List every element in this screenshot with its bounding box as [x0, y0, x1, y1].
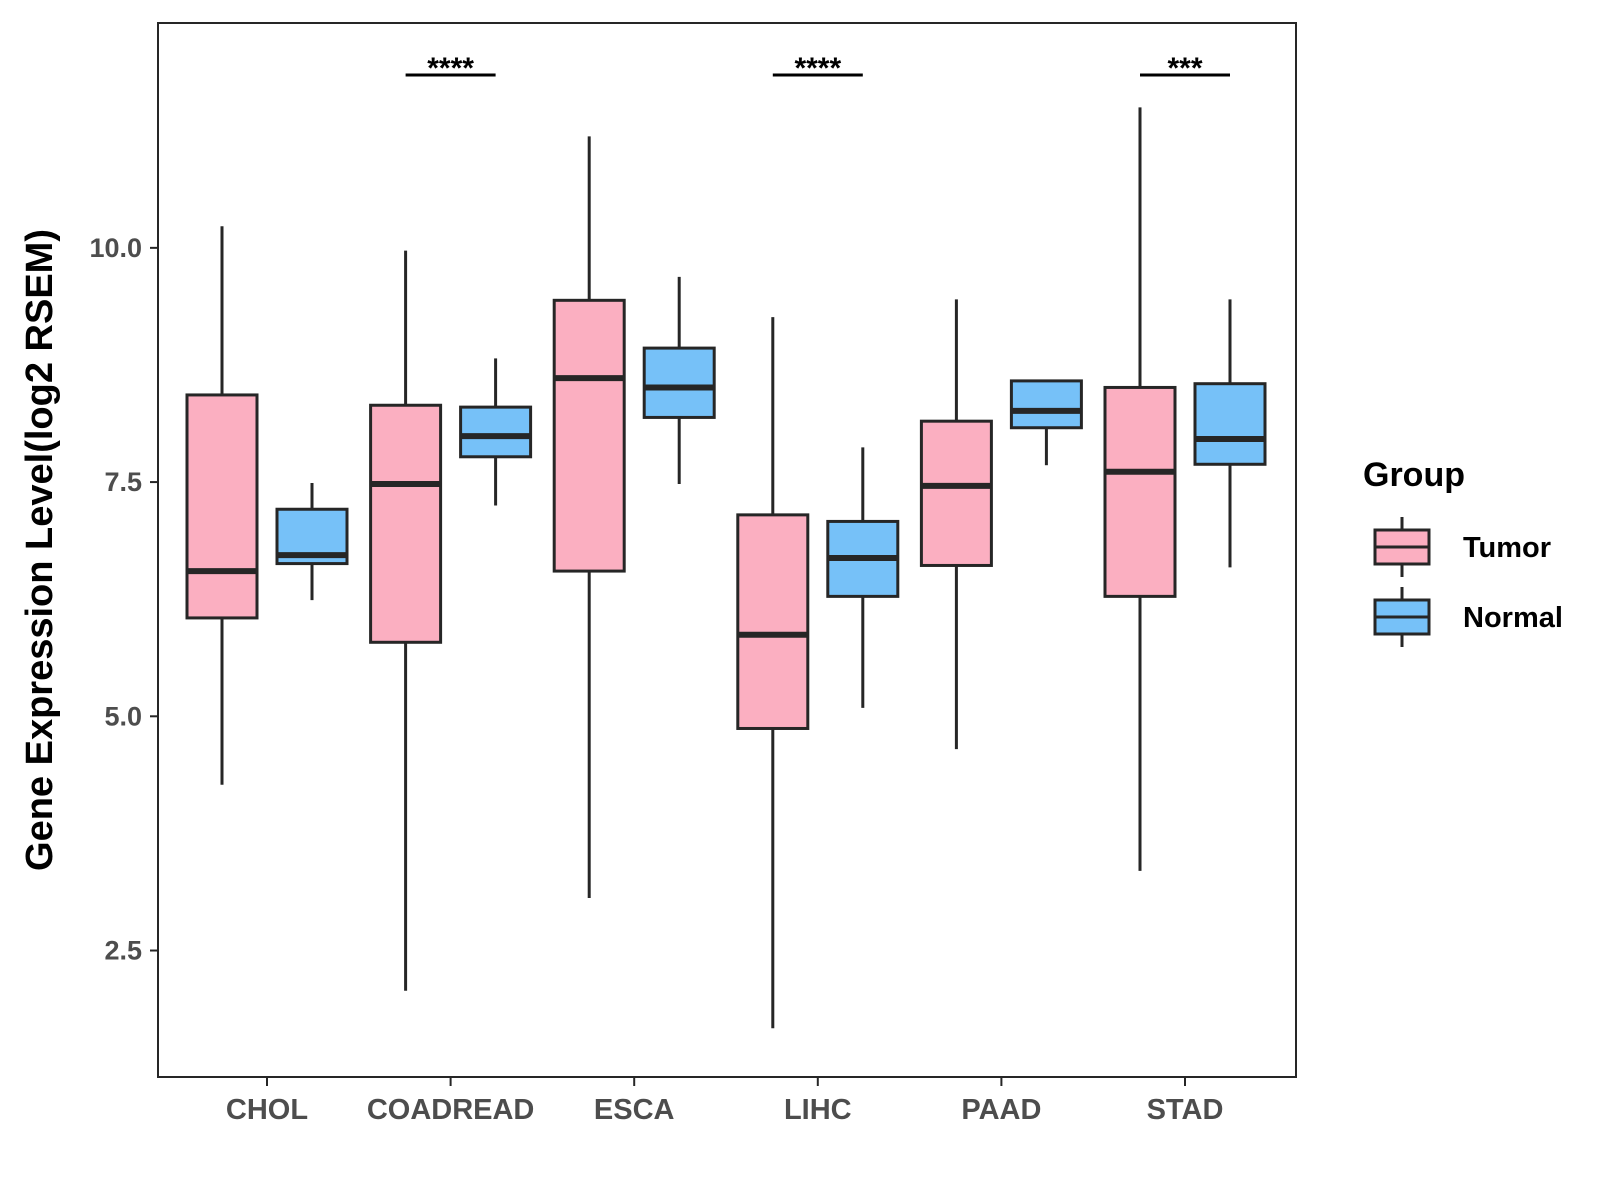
- legend: Group Tumor Normal: [1363, 456, 1563, 647]
- box-body: [642, 346, 716, 419]
- box-normal-paad: [1009, 379, 1083, 466]
- significance-label: ****: [427, 52, 474, 85]
- y-axis-ticks: 2.5 5.0 7.5 10.0: [89, 233, 158, 966]
- box-body: [1009, 379, 1083, 430]
- box-tumor-lihc: [736, 317, 810, 1029]
- box-normal-chol: [275, 483, 349, 601]
- box-tumor-coadread: [369, 250, 443, 991]
- box-normal-esca: [642, 276, 716, 484]
- box-tumor-paad: [919, 299, 993, 750]
- y-tick-label: 10.0: [89, 233, 142, 263]
- box-tumor-esca: [552, 136, 626, 899]
- box-normal-stad: [1193, 299, 1267, 568]
- x-tick-label: STAD: [1147, 1094, 1224, 1126]
- panel-border: [157, 22, 1297, 1078]
- legend-label: Normal: [1463, 602, 1563, 634]
- x-tick-label: PAAD: [961, 1094, 1041, 1126]
- x-tick-label: CHOL: [226, 1094, 308, 1126]
- box-body: [736, 513, 810, 730]
- x-tick-label: COADREAD: [367, 1094, 535, 1126]
- legend-label: Tumor: [1463, 532, 1551, 564]
- box-body: [1193, 382, 1267, 466]
- legend-items: Tumor Normal: [1373, 517, 1563, 647]
- y-tick-label: 2.5: [104, 936, 142, 966]
- y-tick-label: 7.5: [104, 467, 142, 497]
- significance-label: ****: [794, 52, 841, 85]
- box-body: [459, 405, 533, 459]
- legend-item-tumor: Tumor: [1373, 517, 1551, 577]
- significance-annotations: **** **** ***: [405, 52, 1230, 85]
- box-normal-lihc: [826, 447, 900, 708]
- box-tumor-stad: [1103, 107, 1177, 871]
- significance-label: ***: [1167, 52, 1202, 85]
- y-axis-label: Gene Expression Level(log2 RSEM): [19, 229, 61, 871]
- box-tumor-chol: [185, 226, 259, 785]
- box-body: [1103, 385, 1177, 598]
- box-body: [552, 298, 626, 573]
- y-tick-label: 5.0: [104, 701, 142, 731]
- x-tick-label: ESCA: [594, 1094, 675, 1126]
- box-normal-coadread: [459, 358, 533, 506]
- x-axis: CHOL COADREAD ESCA LIHC PAAD STAD: [226, 1077, 1223, 1126]
- legend-title: Group: [1363, 456, 1465, 494]
- plot-area: [185, 107, 1267, 1029]
- legend-item-normal: Normal: [1373, 587, 1563, 647]
- x-tick-label: LIHC: [784, 1094, 852, 1126]
- box-body: [919, 419, 993, 567]
- box-body: [369, 403, 443, 644]
- box-body: [185, 393, 259, 620]
